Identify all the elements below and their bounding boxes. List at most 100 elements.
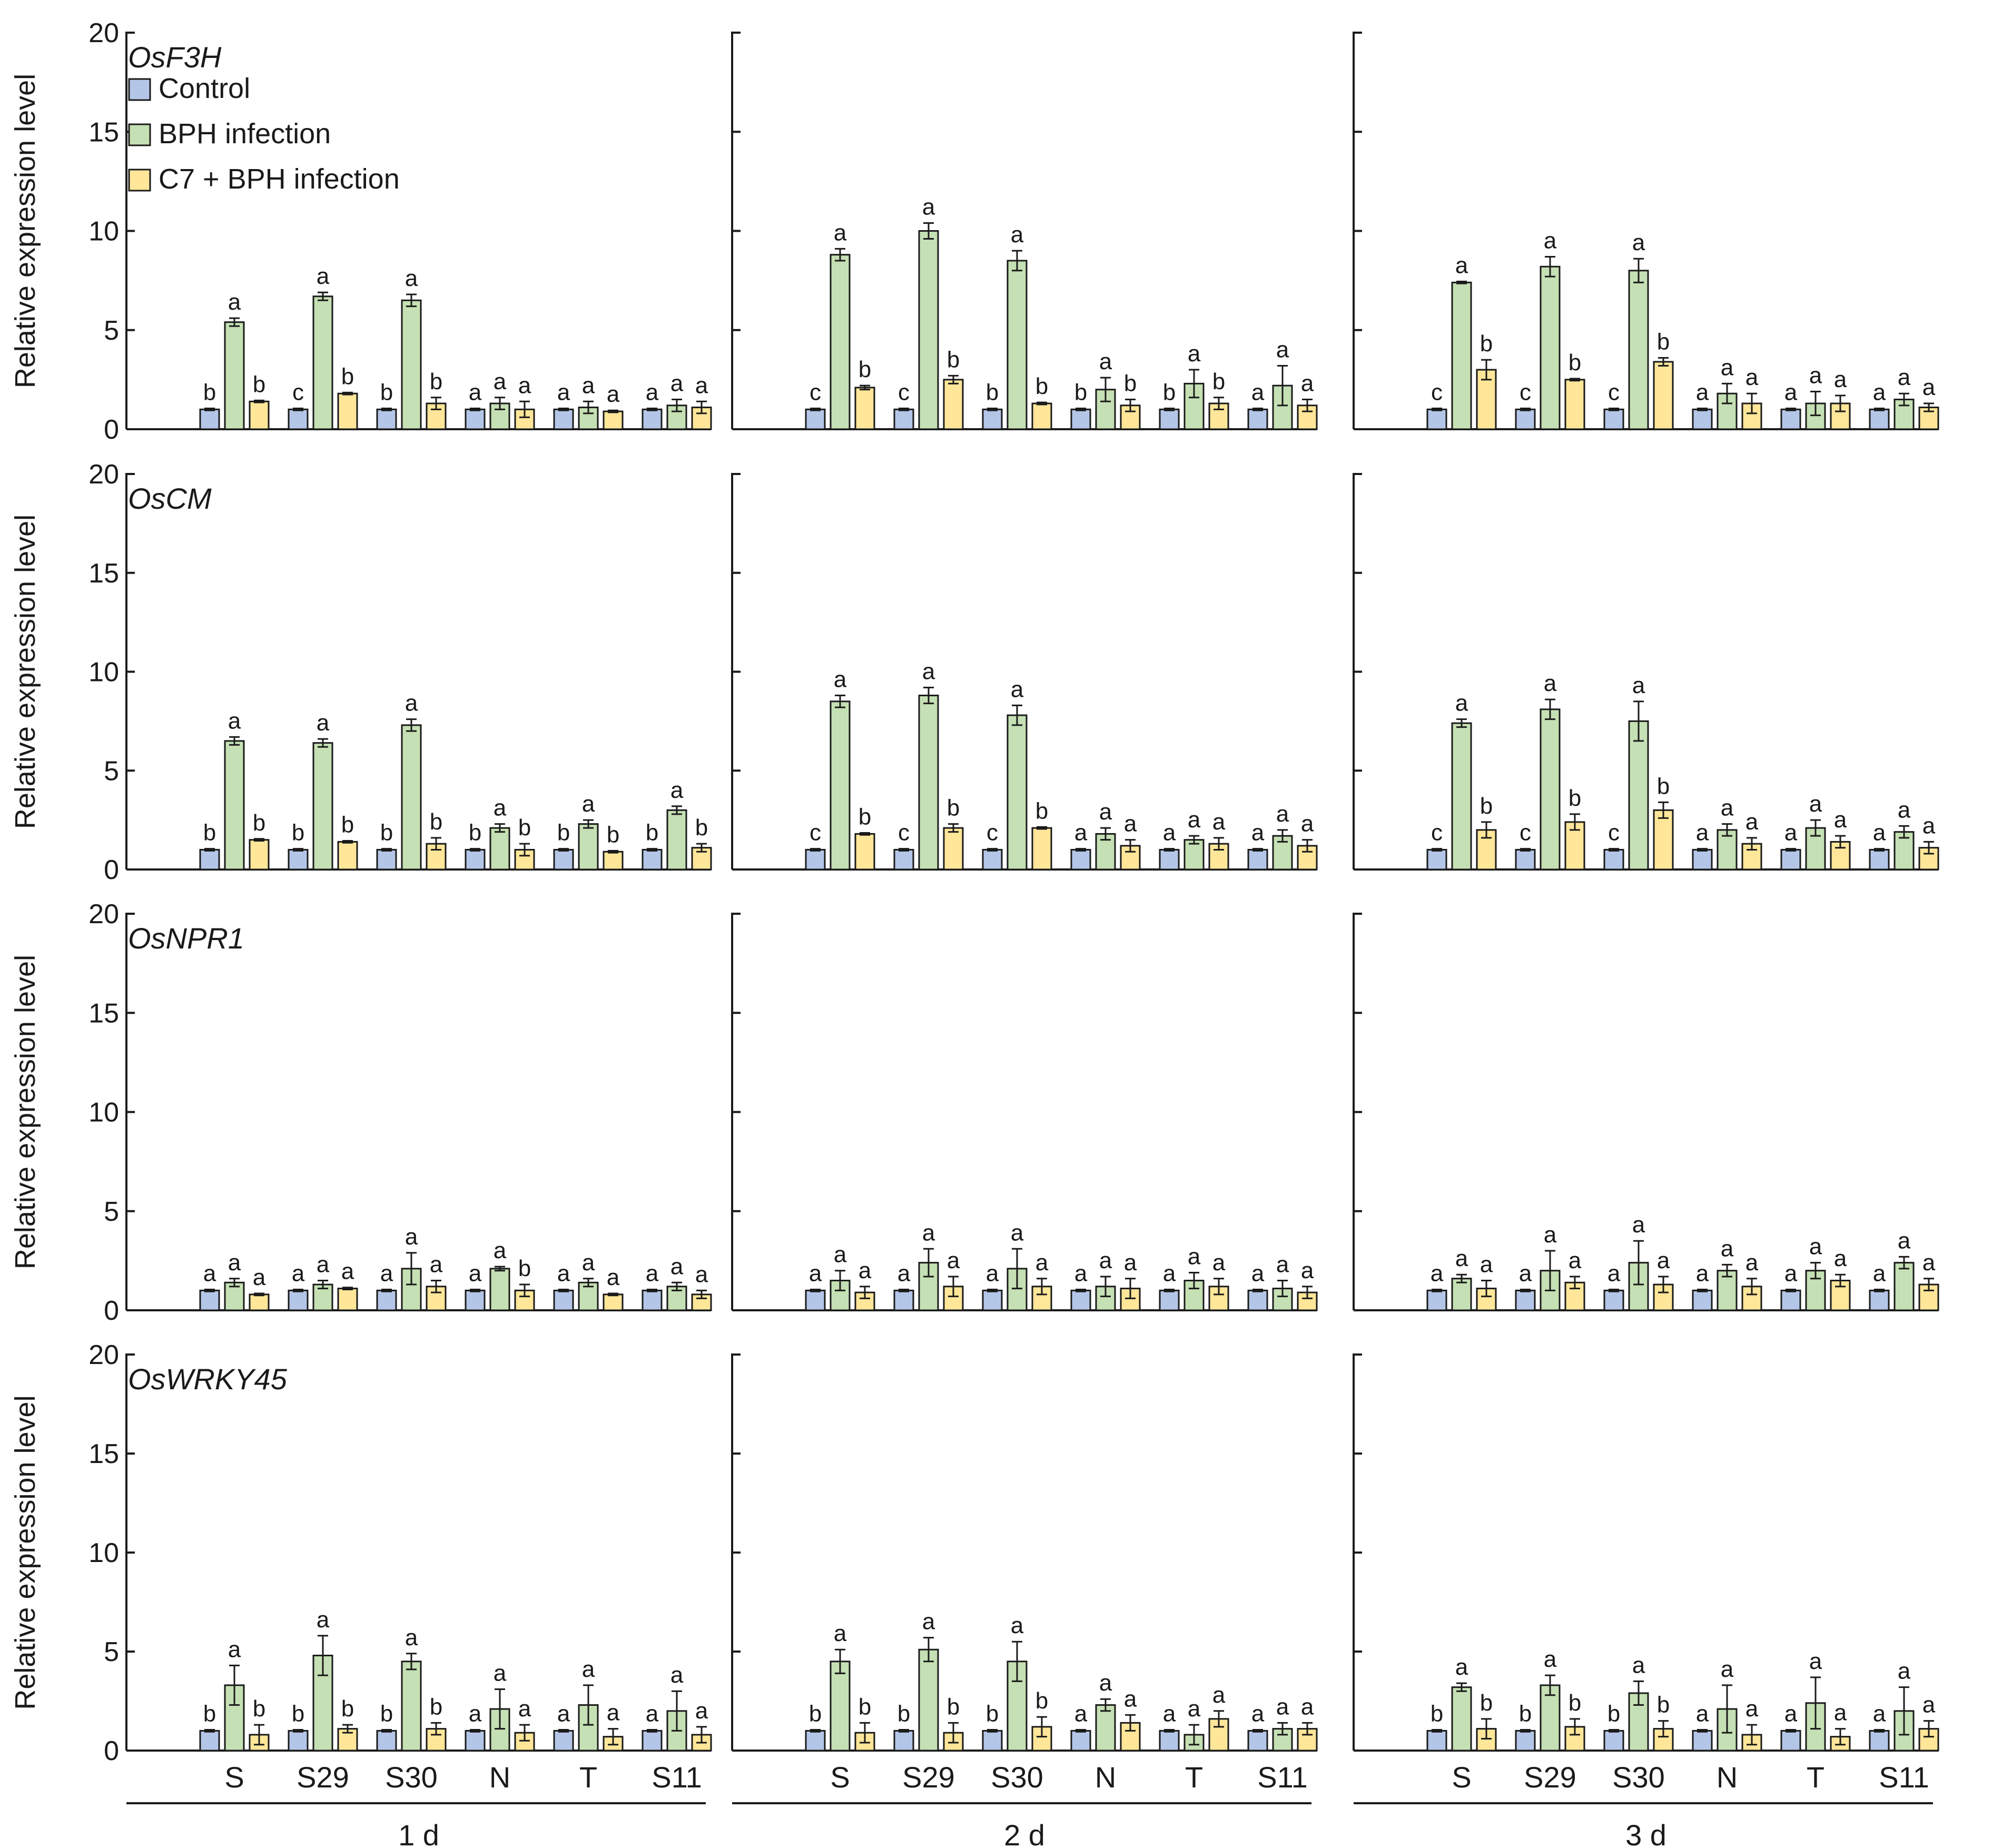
bar-S29-2: [337, 841, 358, 871]
significance-letter: a: [670, 371, 684, 397]
significance-letter: a: [646, 1701, 659, 1727]
significance-letter: a: [1834, 807, 1847, 833]
y-tick-label: 10: [88, 657, 119, 688]
bar-S30-1: [401, 724, 422, 871]
y-tick-label: 15: [88, 998, 119, 1029]
significance-letter: a: [1251, 820, 1265, 846]
bar-S30-1: [1007, 260, 1028, 430]
significance-letter: a: [1544, 1646, 1557, 1672]
bar-N-1: [1095, 1704, 1116, 1752]
bar-T-0: [1780, 848, 1801, 871]
bar-T-0: [1780, 408, 1801, 430]
bar-S30-2: [1653, 361, 1674, 430]
bar-S29-0: [288, 1730, 309, 1752]
category-label: S30: [1612, 1761, 1665, 1794]
y-tick-label: 10: [88, 216, 119, 247]
significance-letter: a: [834, 1620, 847, 1646]
category-label: S11: [1879, 1761, 1929, 1794]
bar-T-0: [553, 408, 574, 430]
significance-letter: a: [518, 372, 531, 398]
bar-N-0: [465, 1289, 486, 1311]
significance-letter: a: [1696, 820, 1709, 846]
significance-letter: b: [1569, 785, 1581, 811]
bar-S-0: [1426, 408, 1447, 430]
significance-letter: b: [341, 363, 354, 389]
bar-S30-2: [1031, 827, 1052, 871]
significance-letter: a: [430, 1252, 443, 1278]
bar-S11-1: [1272, 1288, 1293, 1311]
bar-S11-0: [1869, 848, 1890, 871]
significance-letter: a: [405, 690, 418, 716]
significance-letter: b: [859, 804, 871, 830]
significance-letter: b: [1431, 1701, 1443, 1727]
significance-letter: a: [1721, 354, 1734, 380]
y-axis-title: Relative expression level: [9, 955, 41, 1269]
significance-letter: b: [430, 809, 442, 835]
significance-letter: b: [341, 1696, 354, 1722]
bar-T-0: [553, 1289, 574, 1311]
category-label: S29: [297, 1761, 349, 1794]
significance-letter: a: [1455, 1246, 1468, 1271]
significance-letter: c: [987, 820, 998, 846]
significance-letter: a: [1745, 1250, 1759, 1276]
bar-S30-1: [1628, 720, 1649, 871]
y-tick-label: 0: [104, 855, 119, 885]
significance-letter: a: [1301, 1258, 1314, 1283]
bar-N-0: [465, 408, 486, 430]
significance-letter: a: [1632, 1212, 1645, 1238]
significance-letter: b: [986, 1701, 999, 1727]
bar-T-0: [553, 848, 574, 871]
y-tick-label: 5: [104, 1197, 119, 1227]
significance-letter: a: [1124, 1686, 1137, 1712]
significance-letter: a: [1721, 1656, 1734, 1682]
significance-letter: a: [317, 1252, 330, 1278]
significance-letter: a: [1480, 1252, 1493, 1278]
legend: Control BPH infection C7 + BPH infection: [128, 73, 400, 195]
significance-letter: b: [947, 1694, 960, 1719]
bar-T-0: [1780, 1730, 1801, 1752]
significance-letter: b: [518, 815, 531, 841]
y-axis-title: Relative expression level: [9, 74, 41, 388]
significance-letter: b: [469, 820, 481, 846]
bar-N-1: [489, 827, 510, 871]
significance-letter: b: [898, 1701, 910, 1727]
bar-T-0: [1780, 1289, 1801, 1311]
bar-S11-0: [642, 408, 663, 430]
bar-S11-0: [1247, 848, 1268, 871]
significance-letter: a: [1834, 1700, 1847, 1726]
significance-letter: b: [1124, 371, 1137, 397]
category-label: N: [1095, 1761, 1116, 1794]
significance-letter: a: [1809, 1648, 1822, 1674]
bar-S11-0: [1247, 1730, 1268, 1752]
y-tick-label: 20: [88, 18, 119, 48]
significance-letter: a: [1873, 1260, 1886, 1286]
significance-letter: a: [986, 1260, 999, 1286]
bar-S29-2: [1564, 379, 1585, 430]
significance-letter: a: [1922, 813, 1936, 838]
significance-letter: a: [582, 1250, 595, 1276]
y-tick-label: 20: [88, 899, 119, 930]
significance-letter: a: [1544, 670, 1557, 696]
bar-N-0: [1070, 408, 1091, 430]
bar-S30-0: [982, 1730, 1003, 1752]
significance-letter: a: [695, 1698, 708, 1724]
significance-letter: a: [1035, 1250, 1049, 1276]
bar-N-0: [1692, 848, 1713, 871]
gene-name: OsCM: [128, 482, 212, 515]
bar-S29-0: [893, 408, 914, 430]
bar-T-1: [1184, 839, 1205, 871]
panel-OsNPR1-2d: aaa aaa aaa a a a aa a a a a: [731, 913, 1318, 1311]
significance-letter: a: [341, 1259, 354, 1284]
significance-letter: a: [1455, 253, 1468, 279]
significance-letter: a: [1099, 1670, 1112, 1696]
significance-letter: a: [494, 369, 507, 394]
bar-N-0: [1070, 848, 1091, 871]
bar-S-0: [805, 1730, 826, 1752]
significance-letter: a: [1696, 1260, 1709, 1286]
significance-letter: a: [582, 791, 595, 817]
significance-letter: a: [1301, 811, 1314, 837]
bar-S29-0: [1515, 408, 1536, 430]
